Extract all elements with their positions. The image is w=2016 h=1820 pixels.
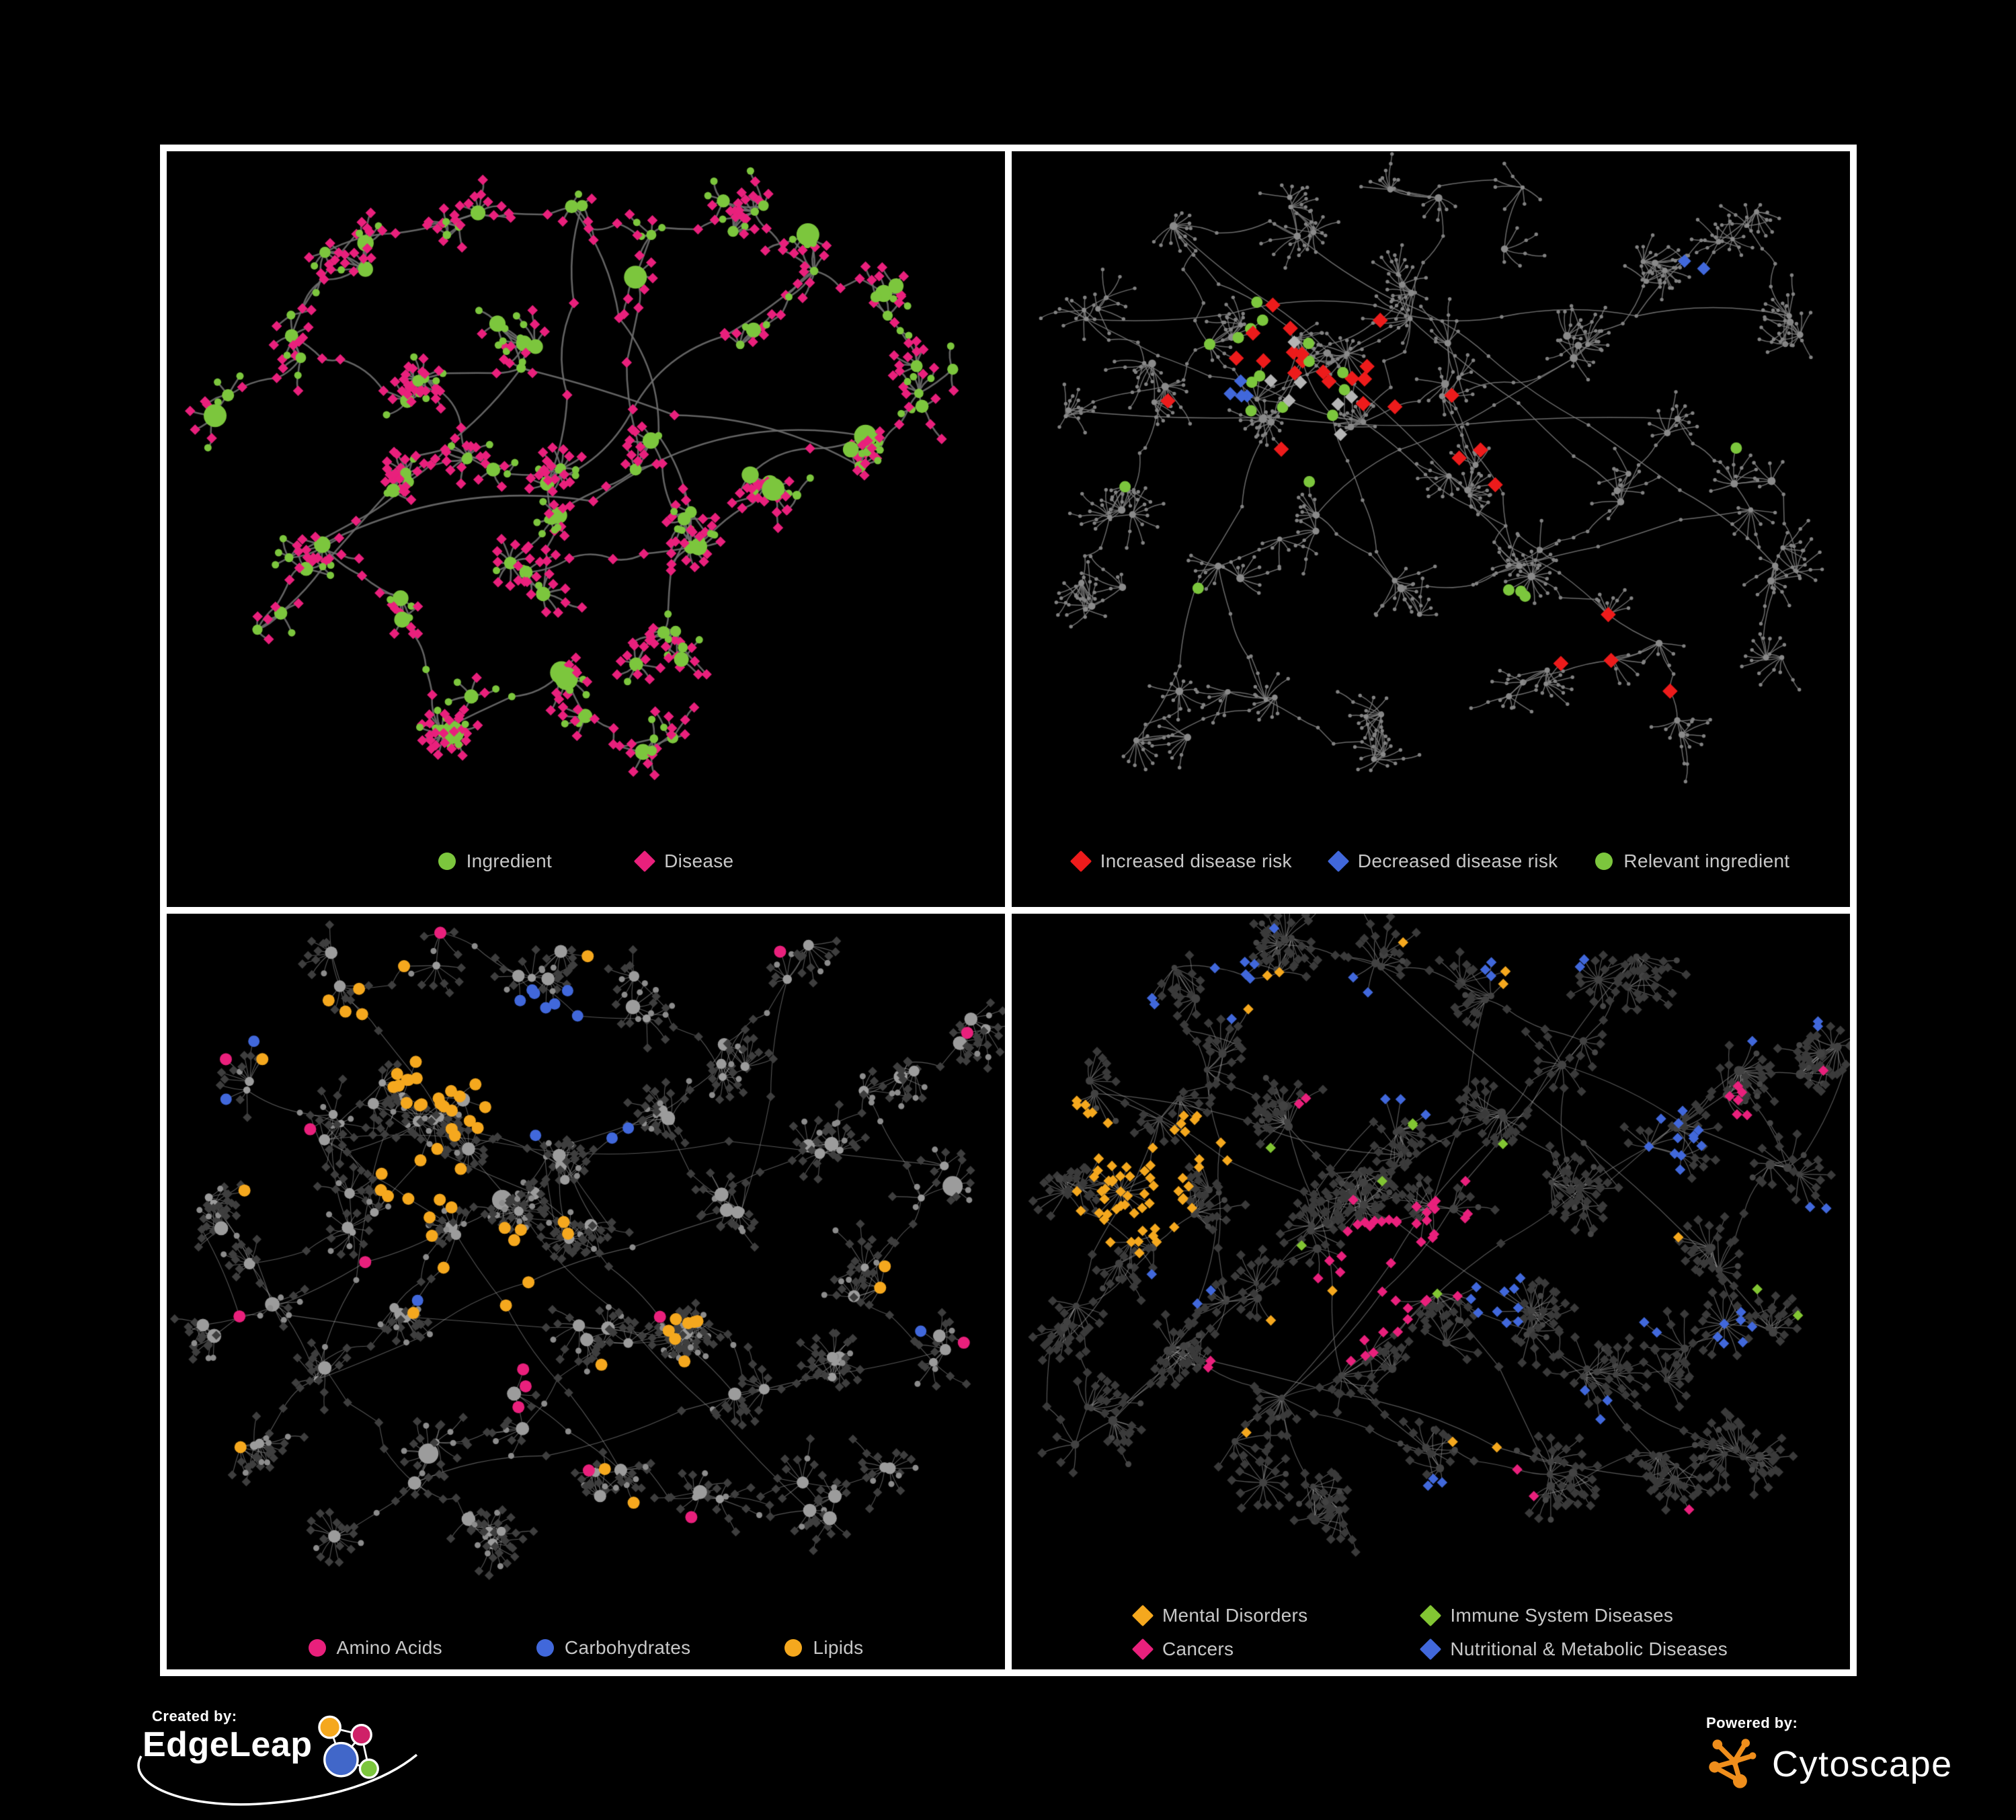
panel-disease-categories: Mental Disorders Immune System Diseases … [1012, 914, 1850, 1669]
legend-item-amino-acids: Amino Acids [308, 1637, 442, 1659]
increased-risk-label: Increased disease risk [1100, 850, 1292, 871]
powered-by-label: Powered by: [1706, 1714, 1798, 1731]
panels-grid: Ingredient Disease Increased disease ris… [160, 145, 1857, 1676]
cytoscape-logo-icon [1709, 1739, 1757, 1788]
decreased-risk-label: Decreased disease risk [1357, 850, 1558, 871]
legend-item-disease: Disease [633, 850, 734, 873]
network-canvas-disease-risk [1012, 151, 1850, 907]
legend-item-decreased-risk: Decreased disease risk [1327, 850, 1558, 873]
legend-ingredients-diseases: Ingredient Disease [167, 850, 1005, 873]
decreased-risk-marker-icon [1327, 850, 1349, 873]
increased-risk-marker-icon [1070, 850, 1092, 873]
disease-marker-icon [633, 850, 656, 873]
edgeleap-wordmark: EdgeLeap [143, 1725, 313, 1764]
panel-nutrient-categories: Amino Acids Carbohydrates Lipids [167, 914, 1005, 1669]
nutritional-metabolic-label: Nutritional & Metabolic Diseases [1450, 1638, 1728, 1659]
lipids-marker-icon [784, 1639, 803, 1657]
immune-diseases-marker-icon [1420, 1604, 1442, 1627]
legend-item-lipids: Lipids [784, 1637, 863, 1659]
legend-item-relevant-ingredient: Relevant ingredient [1595, 850, 1789, 872]
nutritional-metabolic-marker-icon [1420, 1638, 1442, 1661]
legend-item-mental-disorders: Mental Disorders [1131, 1604, 1308, 1627]
immune-diseases-label: Immune System Diseases [1450, 1605, 1674, 1626]
cytoscape-wordmark: Cytoscape [1772, 1744, 1953, 1784]
cancers-label: Cancers [1162, 1638, 1234, 1659]
legend-disease-risk: Increased disease risk Decreased disease… [1012, 850, 1850, 873]
edgeleap-credit: Created by: EdgeLeap [137, 1708, 452, 1806]
legend-item-carbohydrates: Carbohydrates [536, 1637, 691, 1659]
ingredient-marker-icon [438, 853, 456, 870]
panel-disease-risk: Increased disease risk Decreased disease… [1012, 151, 1850, 907]
created-by-label: Created by: [152, 1708, 237, 1725]
amino-acids-marker-icon [308, 1639, 326, 1657]
mental-disorders-label: Mental Disorders [1162, 1605, 1308, 1626]
edgeleap-swoosh-icon [137, 1753, 418, 1806]
legend-item-cancers: Cancers [1131, 1638, 1307, 1661]
cancers-marker-icon [1131, 1638, 1154, 1661]
lipids-label: Lipids [813, 1637, 864, 1658]
relevant-ingredient-marker-icon [1595, 853, 1613, 870]
legend-item-immune-diseases: Immune System Diseases [1420, 1604, 1728, 1627]
edgeleap-logo-icon [317, 1715, 379, 1779]
carbohydrates-marker-icon [536, 1639, 554, 1657]
disease-label: Disease [664, 850, 734, 871]
legend-nutrient-categories: Amino Acids Carbohydrates Lipids [167, 1637, 1005, 1659]
mental-disorders-marker-icon [1131, 1604, 1154, 1627]
legend-disease-categories: Mental Disorders Immune System Diseases … [1012, 1604, 1850, 1661]
cytoscape-credit: Powered by: [1706, 1714, 1953, 1794]
legend-item-ingredient: Ingredient [438, 850, 553, 872]
network-canvas-disease-categories [1012, 914, 1850, 1669]
network-canvas-nutrient-categories [167, 914, 1005, 1669]
carbohydrates-label: Carbohydrates [564, 1637, 691, 1658]
ingredient-label: Ingredient [466, 850, 553, 871]
panel-ingredients-diseases: Ingredient Disease [167, 151, 1005, 907]
network-canvas-ingredients-diseases [167, 151, 1005, 907]
relevant-ingredient-label: Relevant ingredient [1623, 850, 1790, 871]
amino-acids-label: Amino Acids [336, 1637, 442, 1658]
legend-item-increased-risk: Increased disease risk [1070, 850, 1292, 873]
legend-item-nutritional-metabolic: Nutritional & Metabolic Diseases [1420, 1638, 1728, 1661]
